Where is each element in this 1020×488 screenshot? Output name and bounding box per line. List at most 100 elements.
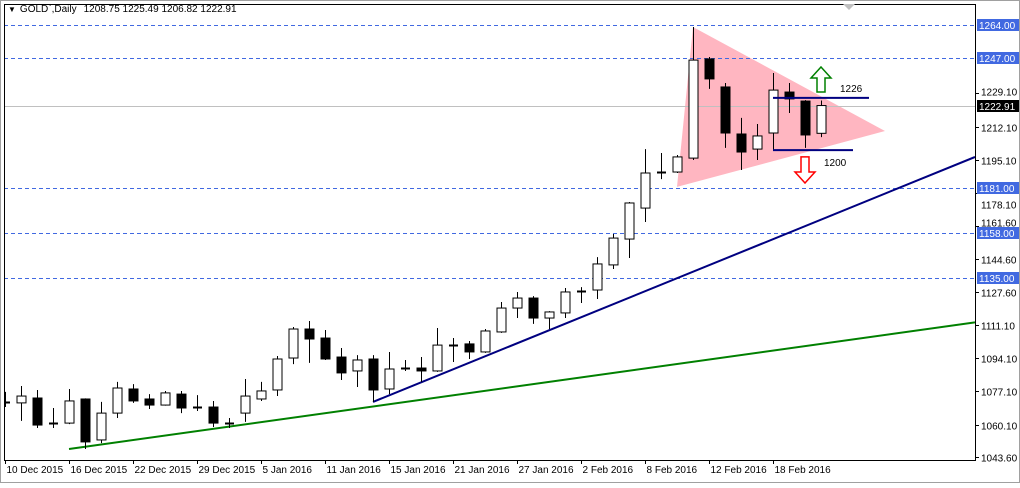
candle-body — [800, 100, 811, 136]
chart-shift-icon — [843, 4, 855, 10]
candle — [176, 390, 187, 414]
candle-body — [304, 328, 315, 340]
candle — [752, 123, 763, 161]
level-label-bg — [977, 272, 1019, 284]
x-tick-label: 18 Feb 2016 — [775, 465, 832, 476]
candle-body — [240, 395, 251, 414]
candle — [112, 381, 123, 418]
candle-body — [672, 156, 683, 173]
candle-body — [704, 58, 715, 80]
candle-body — [512, 297, 523, 309]
candle-body — [144, 398, 155, 406]
arrow-down-icon — [793, 156, 817, 185]
candle — [577, 287, 586, 303]
candle — [304, 320, 315, 363]
candle — [4, 391, 10, 408]
level-label-bg — [977, 19, 1019, 31]
candle — [528, 296, 539, 324]
label-1200: 1200 — [824, 158, 847, 169]
candle-body — [272, 358, 283, 391]
candle — [704, 56, 715, 89]
x-tick-label: 21 Jan 2016 — [455, 465, 510, 476]
candle — [449, 338, 458, 362]
candle — [144, 394, 155, 409]
candle-body — [528, 297, 539, 319]
plot-border — [4, 4, 976, 461]
candle — [640, 149, 651, 222]
candle — [720, 83, 731, 148]
candle-body — [176, 393, 187, 409]
x-tick-label: 2 Feb 2016 — [583, 465, 634, 476]
candle — [160, 390, 171, 406]
x-tick-label: 27 Jan 2016 — [519, 465, 574, 476]
candle-body — [336, 356, 347, 374]
candle-body — [816, 105, 827, 134]
candle-body — [288, 328, 299, 359]
candle-body — [320, 337, 331, 360]
candle-body — [544, 311, 555, 319]
candle-body — [128, 388, 139, 402]
candle-body — [480, 330, 491, 353]
candle-body — [736, 133, 747, 153]
candle-body — [496, 307, 507, 333]
y-tick-label: 1094.10 — [981, 355, 1018, 366]
y-tick-label: 1212.10 — [981, 124, 1018, 135]
candle — [816, 100, 827, 138]
candle — [432, 328, 443, 372]
current-price-label-bg — [977, 100, 1019, 112]
level-label-bg — [977, 182, 1019, 194]
candle — [464, 340, 475, 359]
candle — [544, 311, 555, 330]
candle — [80, 398, 91, 449]
candle-body — [720, 86, 731, 134]
triangle-down-icon[interactable]: ▼ — [8, 5, 16, 14]
level-label: 1135.00 — [979, 274, 1015, 285]
candle-body — [384, 368, 395, 390]
x-tick-label: 29 Dec 2015 — [199, 465, 256, 476]
plot-area: 1226 1200 — [4, 25, 975, 450]
candle — [736, 117, 747, 171]
candle — [96, 401, 107, 444]
x-tick-label: 22 Dec 2015 — [135, 465, 192, 476]
candle — [624, 202, 635, 259]
level-label: 1181.00 — [979, 184, 1015, 195]
candle — [368, 355, 379, 402]
candle — [272, 356, 283, 397]
candle-body — [640, 172, 651, 209]
x-tick-label: 5 Jan 2016 — [263, 465, 313, 476]
candle — [688, 26, 699, 161]
level-label: 1247.00 — [979, 54, 1016, 65]
candle — [768, 73, 779, 151]
level-label-bg — [977, 227, 1019, 239]
ohlc-values: 1208.75 1225.49 1206.82 1222.91 — [83, 4, 237, 15]
candle — [16, 386, 27, 421]
candle — [288, 327, 299, 365]
x-tick-label: 10 Dec 2015 — [7, 465, 64, 476]
candle-body — [16, 395, 27, 404]
candle-body — [64, 400, 75, 424]
y-tick-label: 1144.60 — [981, 256, 1017, 267]
candle — [608, 233, 619, 270]
arrow-up-icon — [809, 65, 833, 93]
symbol-timeframe: GOLD`,Daily — [19, 4, 77, 15]
candle-body — [592, 263, 603, 291]
candle-body — [560, 291, 571, 314]
candle — [225, 417, 234, 428]
y-tick-label: 1077.10 — [981, 388, 1018, 399]
candle-body — [416, 367, 427, 372]
candle — [416, 357, 427, 382]
candle-body — [768, 89, 779, 134]
candle-body — [32, 397, 43, 426]
x-tick-label: 12 Feb 2016 — [711, 465, 768, 476]
candle-body — [464, 343, 475, 353]
trendline-1 — [372, 156, 975, 403]
candle — [672, 154, 683, 173]
candle-body — [752, 135, 763, 150]
candle — [32, 389, 43, 428]
candle-body — [96, 412, 107, 441]
y-tick-label: 1111.10 — [981, 322, 1015, 333]
candle — [256, 381, 267, 401]
